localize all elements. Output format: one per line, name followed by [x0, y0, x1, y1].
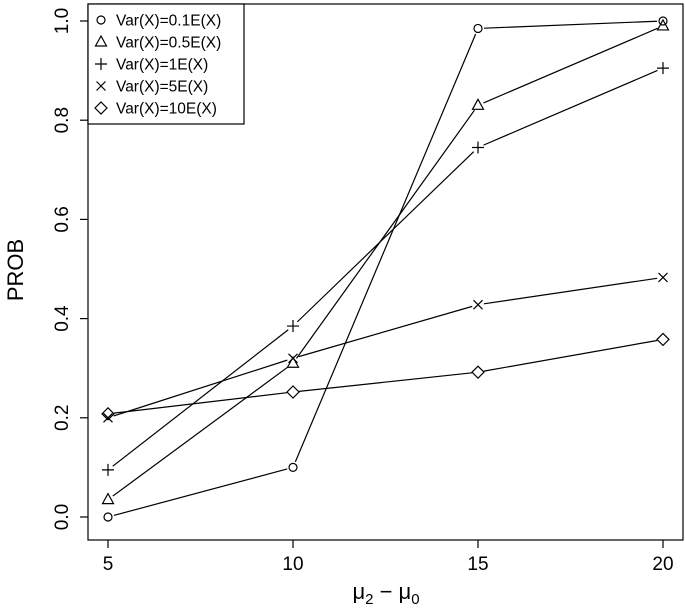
y-tick-label: 0.8: [52, 107, 73, 133]
x-axis-label: μ2 − μ0: [352, 579, 419, 608]
series-line-segment: [113, 359, 288, 417]
data-point-cross: [103, 412, 113, 423]
legend: Var(X)=0.1E(X) Var(X)=0.5E(X) Var(X)=1E(X)…: [87, 3, 245, 125]
data-point-plus: [287, 320, 299, 333]
y-tick-label: 1.0: [52, 8, 73, 34]
data-point-diamond: [656, 332, 670, 347]
legend-marker-triangle: [94, 34, 108, 47]
y-tick-label: 0.0: [52, 504, 73, 530]
y-tick-label: 0.6: [52, 206, 73, 232]
legend-box: [87, 3, 245, 125]
data-point-circle: [288, 462, 298, 472]
series-line-segment: [483, 27, 658, 104]
series-line-segment: [113, 392, 288, 414]
y-axis-label: PROB: [3, 239, 28, 301]
series-line-segment: [298, 372, 473, 392]
series-line-segment: [296, 151, 475, 323]
x-tick-label: 20: [652, 554, 673, 575]
series-plus: [102, 62, 669, 476]
y-tick-label: 0.2: [52, 405, 73, 431]
x-tick-label: 10: [282, 554, 303, 575]
x-axis: 5 10 15 20: [103, 540, 674, 575]
data-point-triangle: [656, 18, 670, 31]
data-point-plus: [102, 463, 114, 476]
series-layer: [101, 16, 670, 522]
legend-marker-diamond: [94, 101, 108, 115]
data-point-cross: [288, 353, 298, 364]
data-point-cross: [473, 299, 483, 310]
legend-label: Var(X)=10E(X): [116, 101, 217, 118]
data-point-diamond: [471, 365, 485, 380]
legend-label: Var(X)=0.5E(X): [116, 35, 221, 52]
series-line-segment: [113, 468, 288, 517]
series-triangle: [101, 18, 670, 505]
x-tick-label: 15: [467, 554, 488, 575]
x-tick-label: 5: [103, 554, 114, 575]
series-line-segment: [294, 33, 477, 463]
series-line-segment: [483, 20, 658, 29]
y-axis: 0.0 0.2 0.4 0.6 0.8 1.0: [52, 8, 88, 530]
series-diamond: [101, 332, 670, 421]
series-line-segment: [483, 339, 658, 372]
series-line-segment: [112, 329, 289, 467]
data-point-circle: [658, 16, 668, 26]
series-line-segment: [298, 305, 473, 358]
plot-frame: [87, 3, 684, 541]
series-line-segment: [483, 277, 658, 305]
legend-label: Var(X)=1E(X): [116, 57, 208, 74]
data-point-plus: [657, 62, 669, 75]
plot-border: [87, 3, 684, 541]
legend-marker-plus: [95, 58, 107, 70]
series-line-segment: [296, 109, 475, 359]
legend-label: Var(X)=5E(X): [116, 79, 208, 96]
series-circle: [103, 16, 668, 522]
data-point-triangle: [286, 355, 300, 368]
legend-marker-circle: [96, 15, 106, 25]
legend-label: Var(X)=0.1E(X): [116, 13, 221, 30]
data-point-circle: [473, 23, 483, 34]
series-line-segment: [112, 366, 289, 497]
y-tick-label: 0.4: [52, 305, 73, 332]
data-point-plus: [472, 141, 484, 154]
data-point-circle: [103, 512, 113, 522]
data-point-cross: [658, 272, 668, 283]
data-point-diamond: [286, 385, 300, 399]
data-point-diamond: [101, 406, 115, 421]
data-point-triangle: [471, 98, 485, 110]
legend-marker-cross: [96, 81, 106, 91]
series-cross: [103, 272, 668, 423]
series-line-segment: [483, 69, 658, 146]
data-point-triangle: [101, 492, 115, 505]
